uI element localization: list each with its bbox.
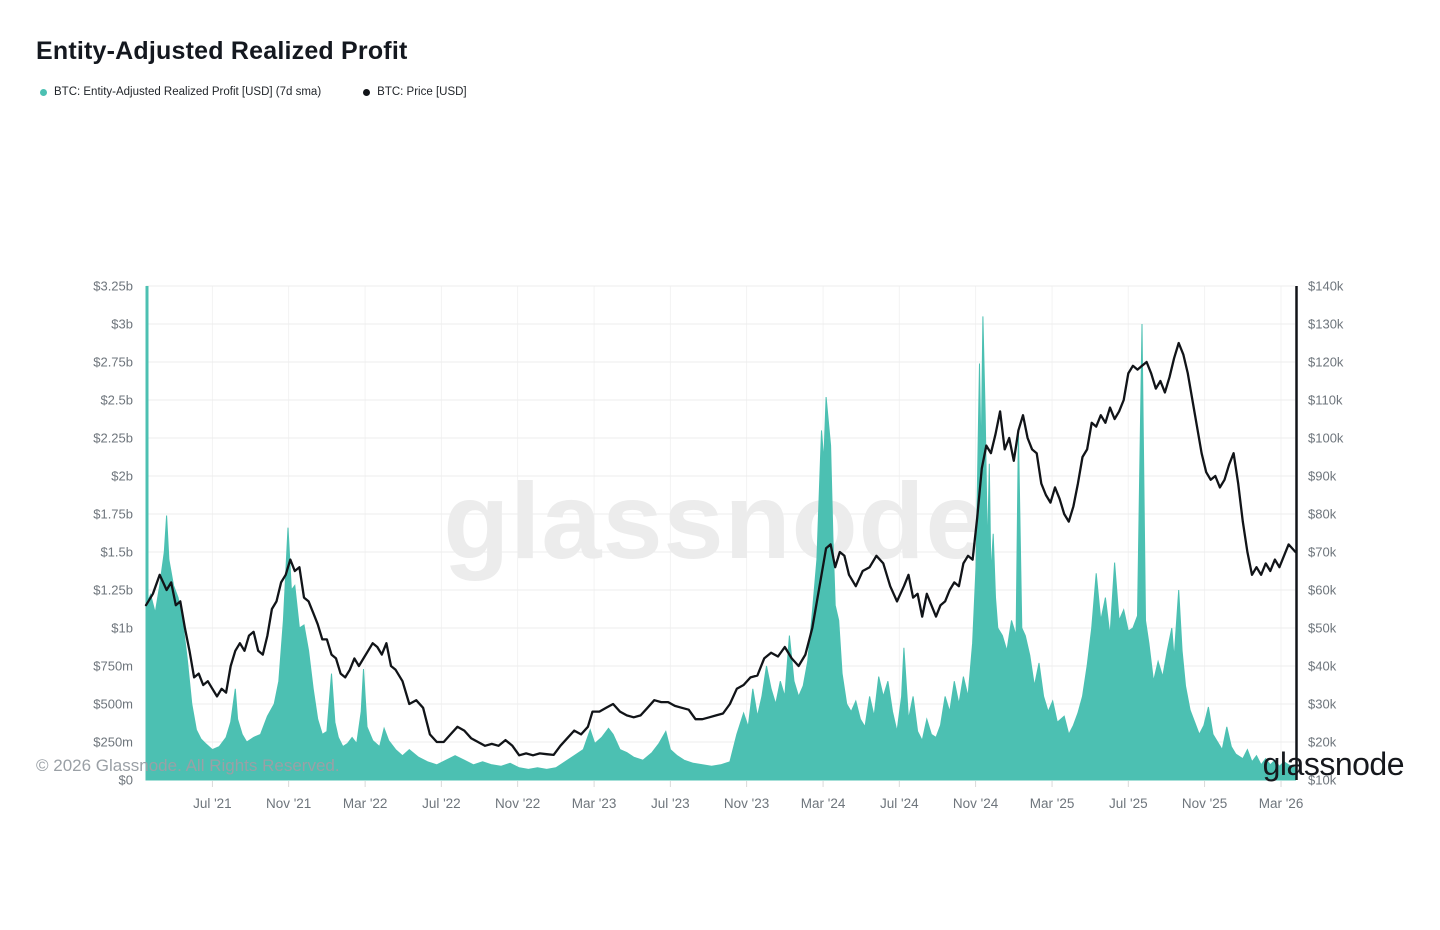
y-right-tick-label: $140k <box>1308 279 1344 294</box>
y-right-tick-label: $70k <box>1308 545 1337 560</box>
price-line-series <box>144 341 1297 757</box>
x-axis-tick-label: Mar '25 <box>1030 796 1075 811</box>
y-left-tick-label: $2.25b <box>93 431 133 446</box>
legend-dot-teal-icon <box>40 88 47 96</box>
y-left-tick-label: $750m <box>93 659 133 674</box>
y-right-tick-label: $10k <box>1308 773 1337 788</box>
y-left-tick-label: $1b <box>111 621 133 636</box>
y-right-tick-label: $110k <box>1308 393 1343 408</box>
chart-area[interactable]: Jul '21 Nov '21 Mar '22 Jul '22 Nov '22 Mar '… <box>0 120 1440 812</box>
y-right-tick-label: $60k <box>1308 583 1337 598</box>
copyright-text: © 2026 Glassnode. All Rights Reserved. <box>36 756 340 775</box>
x-axis-tick-label: Nov '22 <box>495 796 540 811</box>
y-right-tick-label: $30k <box>1308 697 1337 712</box>
x-axis-tick-label: Mar '23 <box>572 796 617 811</box>
legend-item-price[interactable]: BTC: Price [USD] <box>363 86 467 98</box>
page-title: Entity-Adjusted Realized Profit <box>36 36 408 65</box>
x-axis-tick-label: Mar '26 <box>1259 796 1304 811</box>
x-axis-tick-label: Mar '22 <box>343 796 388 811</box>
legend-label: BTC: Entity-Adjusted Realized Profit [US… <box>54 86 322 98</box>
y-right-tick-label: $20k <box>1308 735 1337 750</box>
y-right-tick-label: $100k <box>1308 431 1344 446</box>
y-left-tick-label: $500m <box>93 697 133 712</box>
legend-item-realized-profit[interactable]: BTC: Entity-Adjusted Realized Profit [US… <box>40 86 321 98</box>
y-left-tick-label: $1.25b <box>93 583 133 598</box>
y-left-tick-label: $1.75b <box>93 507 133 522</box>
chart-canvas: Jul '21 Nov '21 Mar '22 Jul '22 Nov '22 Mar '… <box>93 279 1344 812</box>
y-left-tick-label: $2b <box>111 469 133 484</box>
x-axis-tick-label: Jul '25 <box>1109 796 1148 811</box>
legend-dot-black-icon <box>363 88 371 96</box>
y-right-tick-label: $130k <box>1308 317 1344 332</box>
glassnode-logo: glassnode <box>1262 746 1405 782</box>
y-left-tick-label: $3b <box>111 317 133 332</box>
y-right-tick-label: $40k <box>1308 659 1337 674</box>
y-left-tick-label: $0 <box>119 773 133 788</box>
x-axis-tick-label: Nov '25 <box>1182 796 1227 811</box>
y-left-tick-label: $3.25b <box>93 279 133 294</box>
x-axis-tick-label: Jul '22 <box>422 796 461 811</box>
y-right-tick-label: $50k <box>1308 621 1337 636</box>
y-left-tick-label: $1.5b <box>100 545 133 560</box>
legend-label: BTC: Price [USD] <box>377 86 467 98</box>
x-axis-tick-label: Jul '24 <box>880 796 919 811</box>
y-right-tick-label: $80k <box>1308 507 1337 522</box>
y-left-tick-label: $250m <box>93 735 133 750</box>
y-left-tick-label: $2.75b <box>93 355 133 370</box>
x-axis-tick-label: Jul '23 <box>651 796 690 811</box>
x-axis-tick-label: Mar '24 <box>801 796 846 811</box>
profit-area-series <box>145 316 1296 781</box>
watermark-text: glassnode <box>443 460 986 581</box>
y-right-tick-label: $120k <box>1308 355 1344 370</box>
x-axis-tick-label: Nov '24 <box>953 796 999 811</box>
chart-legend: BTC: Entity-Adjusted Realized Profit [US… <box>40 86 467 98</box>
y-left-tick-label: $2.5b <box>100 393 133 408</box>
x-axis-tick-label: Jul '21 <box>193 796 232 811</box>
x-axis-tick-label: Nov '21 <box>266 796 311 811</box>
y-right-tick-label: $90k <box>1308 469 1337 484</box>
x-axis-tick-label: Nov '23 <box>724 796 769 811</box>
